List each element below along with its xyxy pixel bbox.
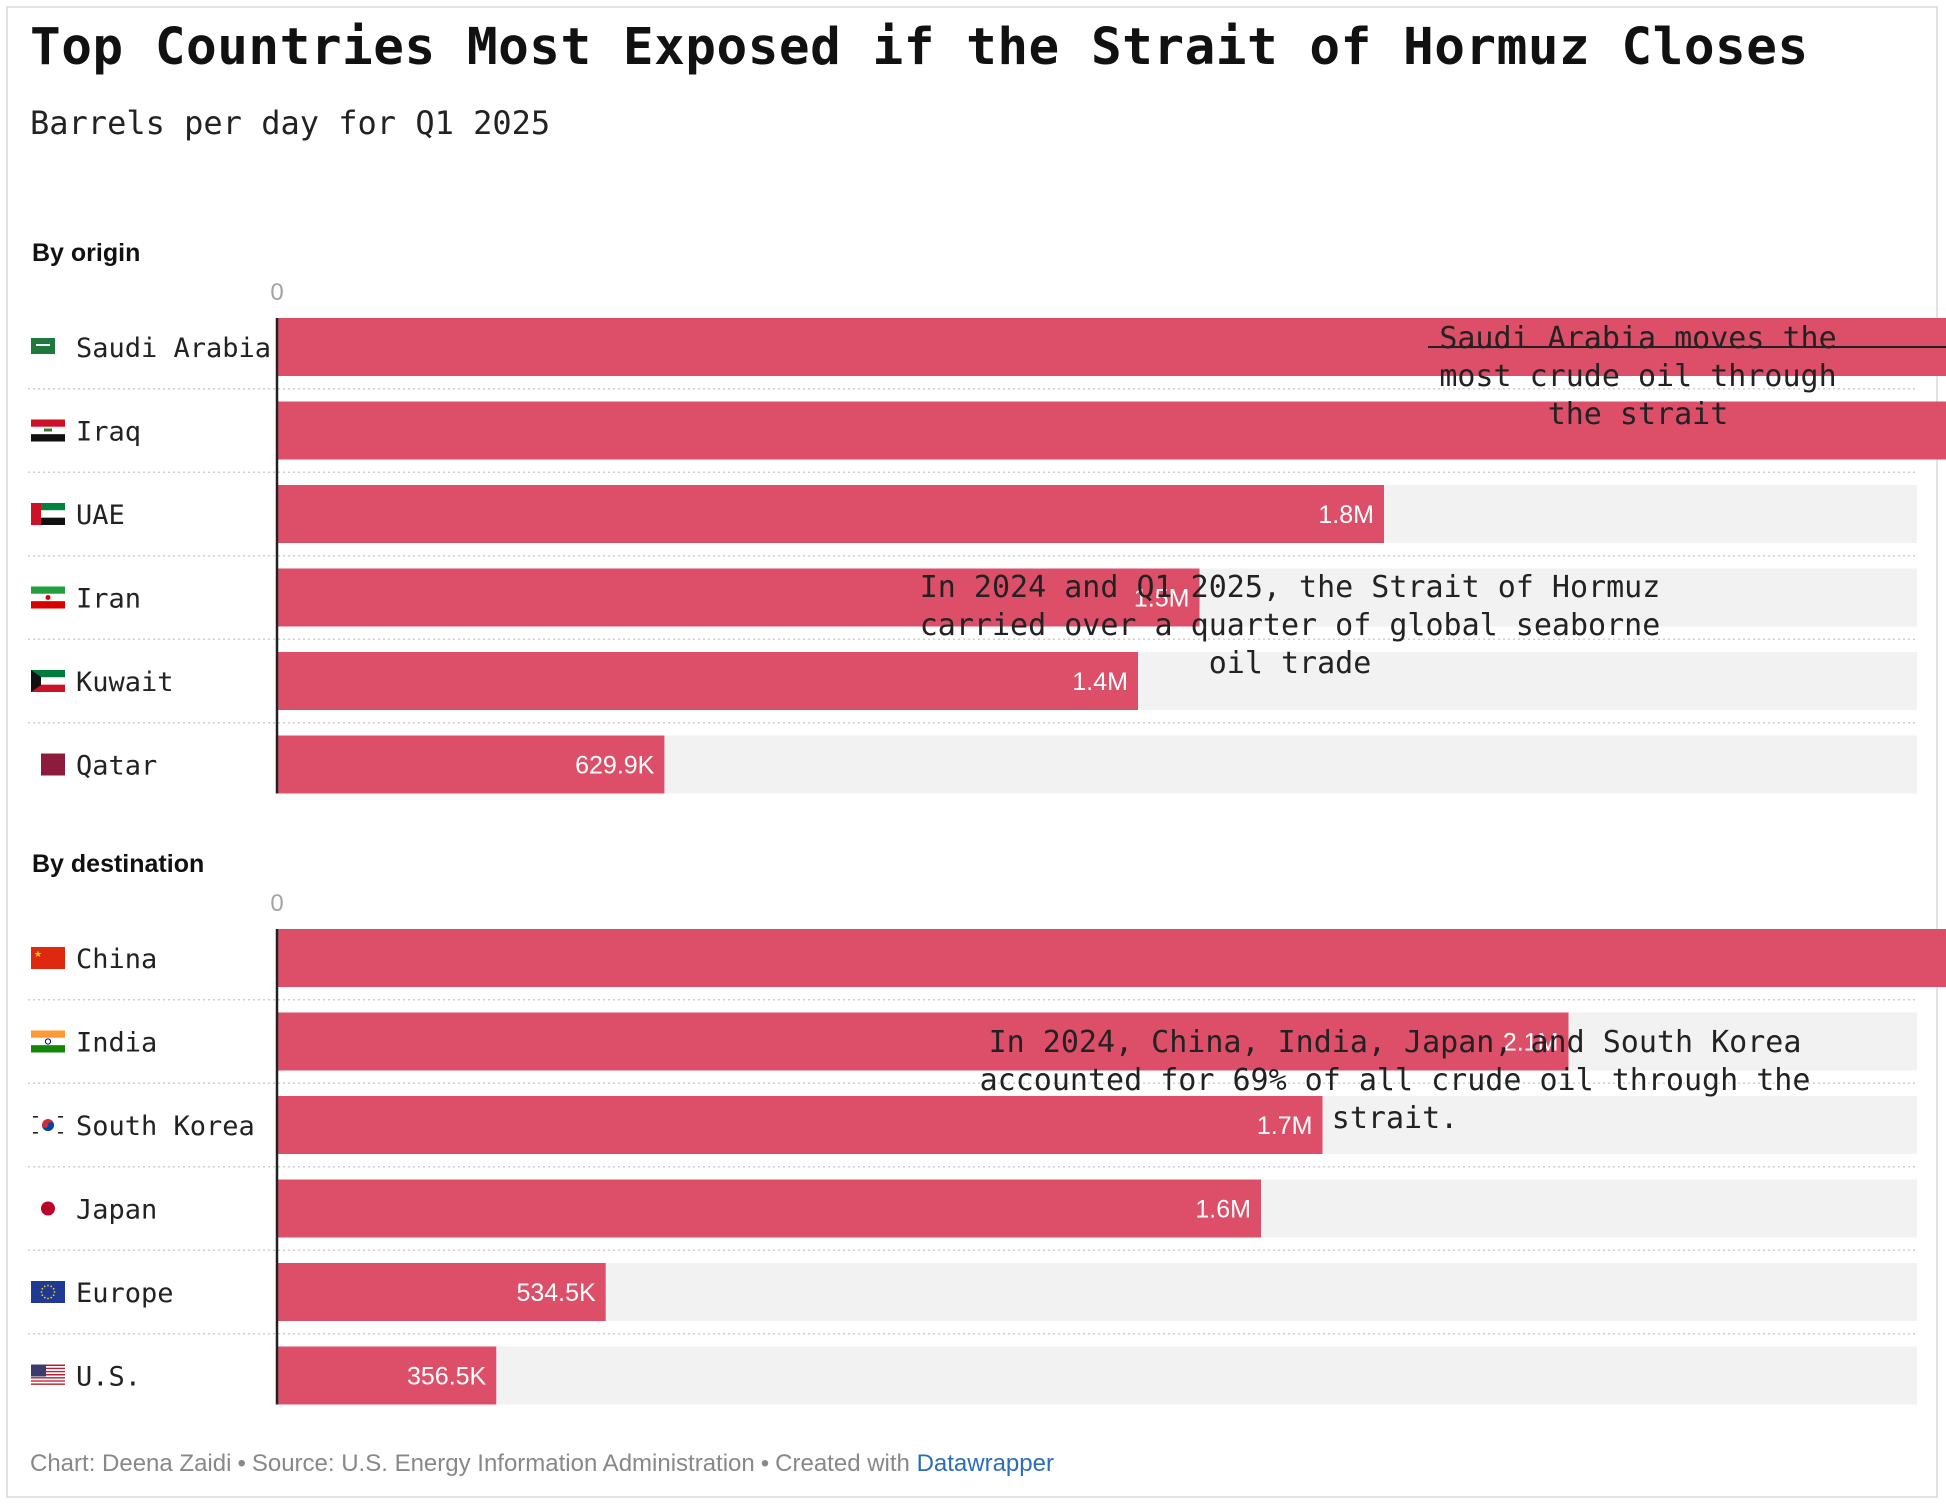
bar-track [277,1346,1917,1405]
annotation-line: In 2024, China, India, Japan, and South … [989,1025,1802,1060]
bar-value-label: 1.8M [1318,501,1374,529]
bar-value-label: 1.4M [1072,668,1128,696]
section-title-destination: By destination [32,850,205,878]
category-label: India [76,1028,157,1059]
bar-value-label: 2.1M [1503,1029,1559,1057]
footer-separator: • [237,1450,246,1477]
bar-value-label: 534.5K [516,1279,596,1307]
uae-flag-icon [31,503,65,525]
bar-value-label: 1.6M [1195,1196,1251,1224]
bar-value-label: 629.9K [575,752,655,780]
category-label: Iraq [76,417,141,448]
category-label: Saudi Arabia [76,333,271,364]
annotation-line: Saudi Arabia moves the [1439,321,1836,356]
bar [277,652,1138,710]
bar-value-label: 356.5K [407,1363,487,1391]
annotation-line: carried over a quarter of global seaborn… [920,608,1661,643]
annotation-text: Saudi Arabia moves the most crude oil thr… [1439,321,1836,432]
section-title-origin: By origin [32,239,141,267]
bar [277,1179,1261,1238]
footer: Chart: Deena Zaidi • Source: U.S. Energy I… [30,1450,1054,1478]
qatar-flag-icon [31,753,65,776]
bar [277,1096,1323,1154]
datawrapper-link[interactable]: Datawrapper [916,1450,1054,1477]
us-flag-icon [31,1364,65,1387]
category-label: Japan [76,1195,157,1226]
bar-value-label: 1.7M [1257,1112,1313,1140]
europe-flag-icon [31,1281,65,1303]
south-korea-flag-icon [31,1114,65,1136]
annotation-line: strait. [1332,1101,1458,1136]
japan-flag-icon [31,1197,65,1220]
annotation-line: most crude oil through [1439,359,1836,394]
category-label: South Korea [76,1111,255,1142]
category-label: Iran [76,584,141,615]
iraq-flag-icon [31,419,65,442]
svg-text:★: ★ [34,949,42,959]
china-flag-icon: ★ [31,947,65,969]
iran-flag-icon [31,586,65,609]
x-tick-label: 0 [270,279,283,306]
annotation-line: In 2024 and Q1 2025, the Strait of Hormu… [920,570,1661,605]
category-label: UAE [76,500,125,531]
origin-chart-group: 03M6M5.3MSaudi Arabia3.2MIraq1.8MUAE1.5M… [28,279,1946,794]
x-tick-label: 0 [270,890,283,917]
category-label: U.S. [76,1362,141,1393]
chart-title: Top Countries Most Exposed if the Strait… [30,18,1809,77]
bar [277,735,665,794]
annotation-line: accounted for 69% of all crude oil throu… [980,1063,1811,1098]
category-label: Europe [76,1278,174,1309]
footer-created-prefix: Created with [775,1450,910,1477]
footer-source: Source: U.S. Energy Information Administ… [251,1450,755,1477]
annotation-line: oil trade [1209,646,1372,681]
bar [277,485,1384,543]
india-flag-icon [31,1030,65,1053]
bar [277,568,1200,627]
bar [277,401,1946,460]
chart-subtitle: Barrels per day for Q1 2025 [30,104,551,142]
bar [277,929,1946,987]
annotation-text: In 2024 and Q1 2025, the Strait of Hormu… [920,570,1661,681]
bar-value-label: 1.5M [1134,585,1190,613]
category-label: Qatar [76,751,157,782]
annotation-text: In 2024, China, India, Japan, and South … [980,1025,1811,1136]
category-label: China [76,944,157,975]
bar [277,1346,497,1405]
category-label: Kuwait [76,667,174,698]
bar [277,1012,1569,1071]
bar [277,1263,606,1321]
annotation-line: the strait [1548,397,1729,432]
saudi-arabia-flag-icon [31,338,55,354]
footer-chart-credit: Chart: Deena Zaidi [30,1450,232,1477]
kuwait-flag-icon [31,670,65,692]
footer-separator: • [760,1450,770,1477]
